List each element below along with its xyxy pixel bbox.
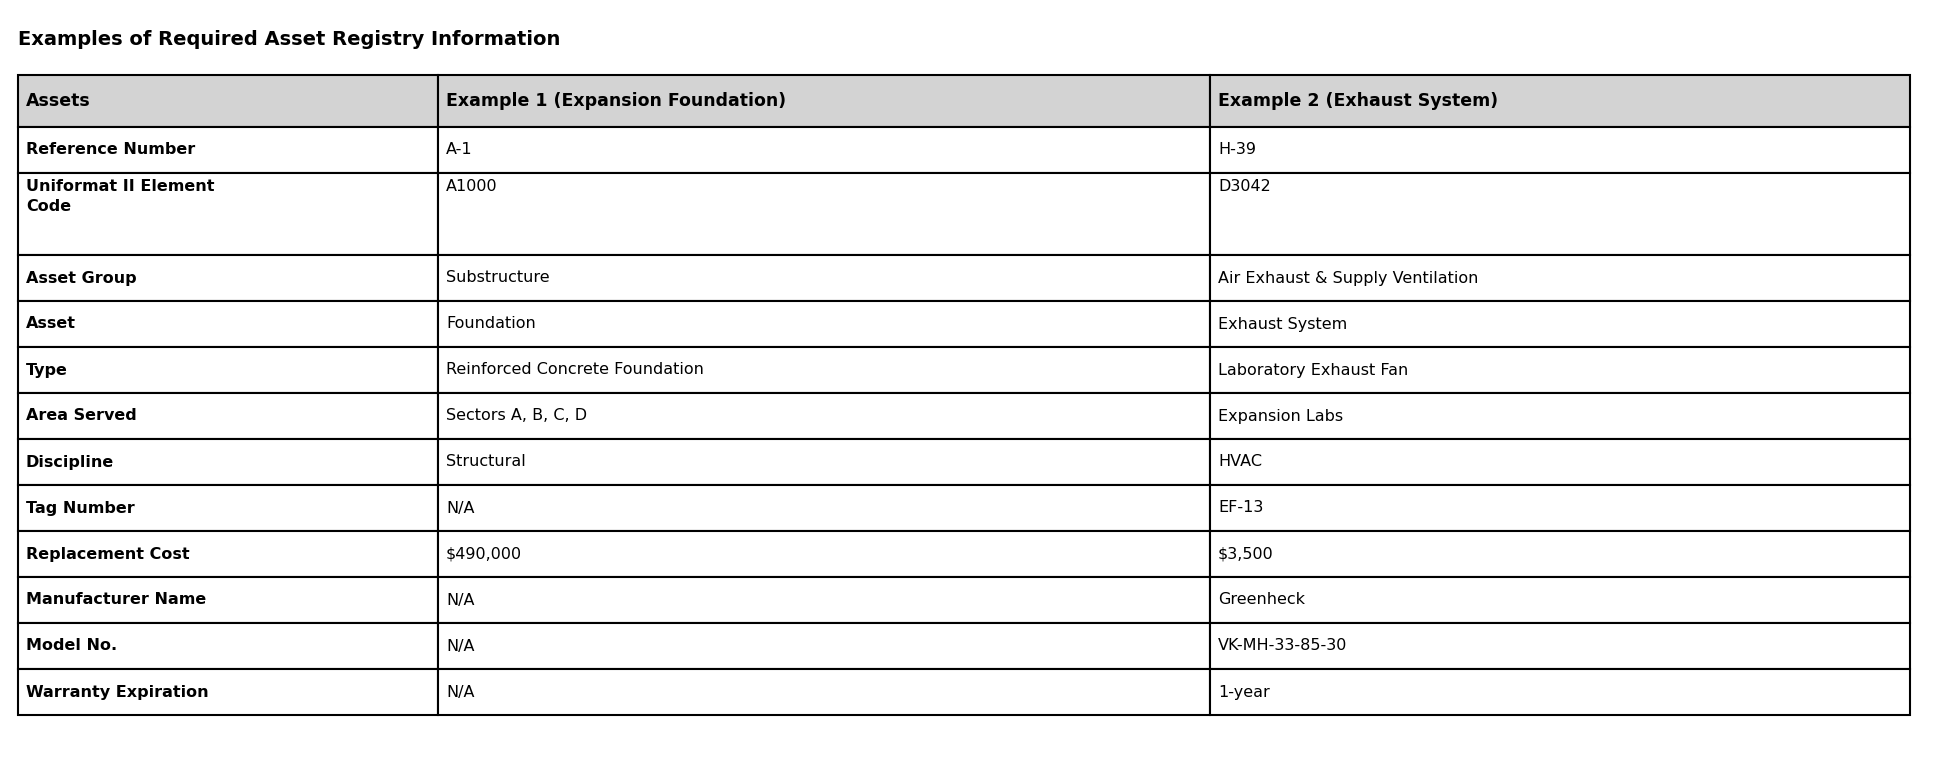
Bar bbox=[1209, 173, 1911, 255]
Text: Example 2 (Exhaust System): Example 2 (Exhaust System) bbox=[1217, 92, 1498, 110]
Bar bbox=[1209, 347, 1911, 393]
Text: Laboratory Exhaust Fan: Laboratory Exhaust Fan bbox=[1217, 363, 1409, 377]
Text: Manufacturer Name: Manufacturer Name bbox=[25, 592, 205, 607]
Text: Exhaust System: Exhaust System bbox=[1217, 317, 1347, 331]
Text: Structural: Structural bbox=[446, 455, 525, 469]
Text: H-39: H-39 bbox=[1217, 143, 1256, 157]
Text: Asset: Asset bbox=[25, 317, 76, 331]
Bar bbox=[17, 439, 438, 485]
Text: Substructure: Substructure bbox=[446, 271, 550, 285]
Bar bbox=[1209, 531, 1911, 577]
Text: D3042: D3042 bbox=[1217, 179, 1271, 194]
Text: N/A: N/A bbox=[446, 684, 475, 700]
Text: Uniformat II Element
Code: Uniformat II Element Code bbox=[25, 179, 215, 214]
Text: Model No.: Model No. bbox=[25, 638, 116, 653]
Text: $3,500: $3,500 bbox=[1217, 547, 1273, 561]
Text: Air Exhaust & Supply Ventilation: Air Exhaust & Supply Ventilation bbox=[1217, 271, 1479, 285]
Bar bbox=[1209, 439, 1911, 485]
Bar bbox=[438, 393, 1209, 439]
Text: Examples of Required Asset Registry Information: Examples of Required Asset Registry Info… bbox=[17, 30, 560, 49]
Text: 1-year: 1-year bbox=[1217, 684, 1269, 700]
Bar bbox=[438, 75, 1209, 127]
Bar bbox=[17, 577, 438, 623]
Bar bbox=[438, 173, 1209, 255]
Text: A1000: A1000 bbox=[446, 179, 498, 194]
Text: Asset Group: Asset Group bbox=[25, 271, 136, 285]
Bar bbox=[438, 577, 1209, 623]
Bar bbox=[17, 173, 438, 255]
Bar bbox=[17, 127, 438, 173]
Text: Assets: Assets bbox=[25, 92, 91, 110]
Text: A-1: A-1 bbox=[446, 143, 473, 157]
Text: Greenheck: Greenheck bbox=[1217, 592, 1304, 607]
Text: Type: Type bbox=[25, 363, 68, 377]
Text: Foundation: Foundation bbox=[446, 317, 535, 331]
Text: EF-13: EF-13 bbox=[1217, 501, 1264, 515]
Text: N/A: N/A bbox=[446, 638, 475, 653]
Bar bbox=[438, 347, 1209, 393]
Bar bbox=[17, 393, 438, 439]
Text: Sectors A, B, C, D: Sectors A, B, C, D bbox=[446, 409, 587, 423]
Bar bbox=[17, 301, 438, 347]
Bar bbox=[1209, 577, 1911, 623]
Bar bbox=[438, 669, 1209, 715]
Bar bbox=[17, 347, 438, 393]
Bar bbox=[1209, 127, 1911, 173]
Text: Reinforced Concrete Foundation: Reinforced Concrete Foundation bbox=[446, 363, 703, 377]
Bar bbox=[438, 301, 1209, 347]
Bar bbox=[1209, 393, 1911, 439]
Text: HVAC: HVAC bbox=[1217, 455, 1262, 469]
Bar bbox=[17, 485, 438, 531]
Bar bbox=[17, 531, 438, 577]
Text: Tag Number: Tag Number bbox=[25, 501, 136, 515]
Bar bbox=[438, 255, 1209, 301]
Bar bbox=[17, 623, 438, 669]
Bar bbox=[438, 623, 1209, 669]
Text: Warranty Expiration: Warranty Expiration bbox=[25, 684, 209, 700]
Text: N/A: N/A bbox=[446, 592, 475, 607]
Bar bbox=[1209, 301, 1911, 347]
Bar bbox=[438, 485, 1209, 531]
Text: Discipline: Discipline bbox=[25, 455, 114, 469]
Bar bbox=[438, 531, 1209, 577]
Bar bbox=[1209, 75, 1911, 127]
Bar bbox=[438, 439, 1209, 485]
Text: Replacement Cost: Replacement Cost bbox=[25, 547, 190, 561]
Text: N/A: N/A bbox=[446, 501, 475, 515]
Bar bbox=[1209, 623, 1911, 669]
Bar bbox=[1209, 669, 1911, 715]
Text: Reference Number: Reference Number bbox=[25, 143, 196, 157]
Text: Area Served: Area Served bbox=[25, 409, 138, 423]
Bar bbox=[438, 127, 1209, 173]
Text: Example 1 (Expansion Foundation): Example 1 (Expansion Foundation) bbox=[446, 92, 787, 110]
Text: VK-MH-33-85-30: VK-MH-33-85-30 bbox=[1217, 638, 1347, 653]
Bar bbox=[1209, 255, 1911, 301]
Bar bbox=[17, 669, 438, 715]
Bar bbox=[17, 255, 438, 301]
Text: Expansion Labs: Expansion Labs bbox=[1217, 409, 1343, 423]
Bar bbox=[17, 75, 438, 127]
Bar bbox=[1209, 485, 1911, 531]
Text: $490,000: $490,000 bbox=[446, 547, 521, 561]
